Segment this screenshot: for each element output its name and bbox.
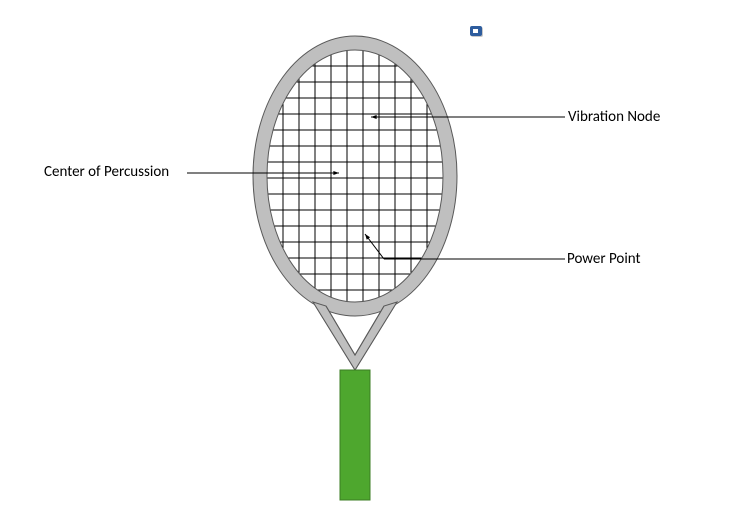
- label-vibration-node: Vibration Node: [568, 108, 660, 126]
- label-center-of-percussion: Center of Percussion: [44, 163, 169, 181]
- label-power-point: Power Point: [567, 250, 641, 268]
- racket-handle: [340, 370, 370, 500]
